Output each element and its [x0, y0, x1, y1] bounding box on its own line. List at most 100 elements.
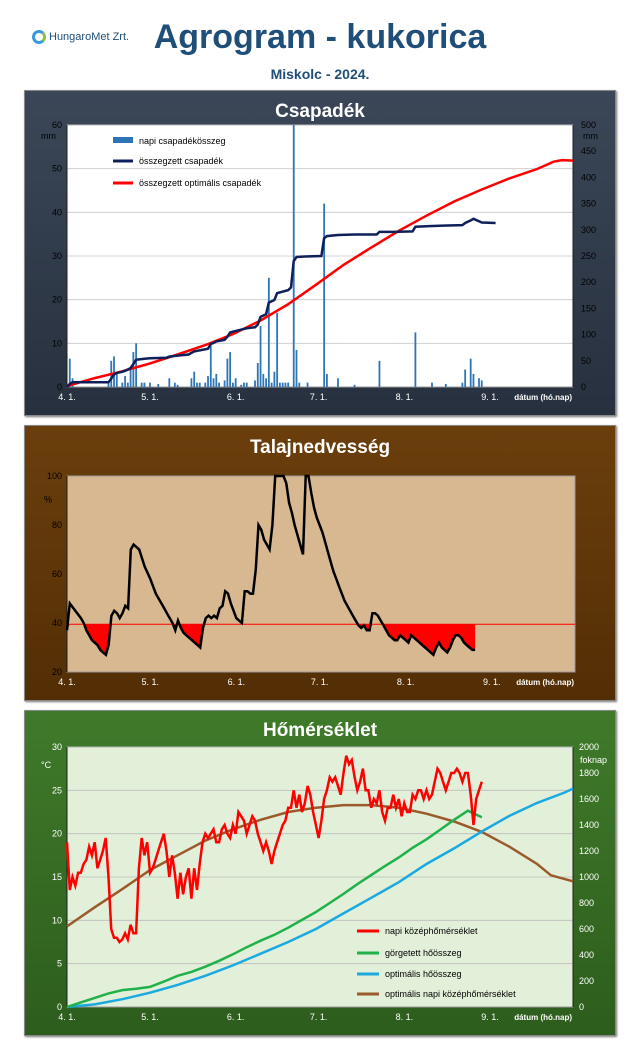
x-tick-label: 6. 1. — [227, 392, 245, 402]
y-unit-left: °C — [41, 760, 52, 770]
precip-bar — [414, 332, 417, 387]
y-tick-label-right: 150 — [581, 303, 596, 313]
precipitation-title: Csapadék — [275, 101, 365, 122]
precip-bar — [464, 369, 467, 387]
y-tick-label-left: 60 — [52, 120, 62, 130]
x-tick-label: 8. 1. — [397, 677, 415, 687]
precip-bar — [124, 376, 126, 387]
precip-bar — [262, 373, 265, 387]
y-tick-label-right: 0 — [579, 1002, 584, 1012]
x-tick-label: 6. 1. — [227, 1012, 245, 1022]
logo-text: HungaroMet Zrt. — [49, 31, 130, 43]
x-tick-label: 9. 1. — [481, 392, 499, 402]
precip-bar — [126, 382, 129, 387]
precip-bar — [212, 378, 215, 387]
precip-bar — [226, 358, 229, 387]
y-tick-label-right: 500 — [581, 120, 596, 130]
precip-bar — [469, 358, 472, 387]
precip-bar — [478, 378, 480, 387]
y-tick-label-right: 350 — [581, 199, 596, 209]
precip-bar — [223, 380, 226, 387]
x-axis-title: dátum (hó.nap) — [514, 393, 572, 402]
x-tick-label: 5. 1. — [142, 677, 160, 687]
plot-area — [66, 475, 576, 673]
y-tick-label-right: 200 — [579, 976, 594, 986]
opt-daily-temp-line — [66, 803, 574, 928]
legend-label: napi középhőmérséklet — [385, 926, 478, 936]
y-tick-label: 40 — [52, 618, 62, 628]
precip-bar — [129, 369, 132, 387]
precip-bar — [240, 384, 243, 387]
precip-bar — [444, 383, 447, 387]
y-tick-label-right: 1800 — [579, 768, 599, 778]
precip-bar — [215, 373, 218, 387]
precip-bar — [218, 382, 220, 387]
precip-bar — [232, 382, 234, 387]
hungaromet-logo-icon — [32, 30, 46, 44]
precip-bar — [337, 378, 339, 387]
x-tick-label: 4. 1. — [58, 1012, 76, 1022]
precip-bar — [480, 380, 483, 387]
precip-bar — [323, 203, 326, 387]
precip-bar — [196, 382, 198, 387]
y-tick-label: 20 — [52, 667, 62, 677]
precip-bar — [281, 382, 284, 387]
y-tick-label-left: 10 — [52, 915, 62, 925]
y-tick-label-left: 20 — [52, 829, 62, 839]
precip-bar — [157, 383, 160, 387]
y-tick-label-left: 25 — [52, 785, 62, 795]
x-axis-title: dátum (hó.nap) — [514, 1013, 572, 1022]
y-unit-right: mm — [583, 131, 598, 141]
precip-bar — [431, 382, 433, 387]
page-title: Agrogram - kukorica — [153, 18, 487, 56]
y-tick-label-right: 200 — [581, 277, 596, 287]
precipitation-panel: Csapadék 0 10 20 30 40 50 60 0 50 100 150 200 250 300… — [24, 90, 616, 416]
legend-label: összegzett optimális csapadék — [139, 178, 262, 188]
soil-moisture-panel: Talajnedvesség 20 40 60 80 100% 4. 1. 5. 1. 6. … — [24, 425, 616, 701]
precip-bar — [273, 371, 276, 387]
y-tick-label-right: 0 — [581, 382, 586, 392]
precip-bar — [140, 382, 143, 387]
x-tick-label: 7. 1. — [311, 677, 329, 687]
y-tick-label-right: 1000 — [579, 872, 599, 882]
precip-bar — [284, 382, 287, 387]
legend-label: összegzett csapadék — [139, 156, 224, 166]
y-tick-label-left: 30 — [52, 251, 62, 261]
daily-temp-line — [65, 755, 483, 944]
precip-bar — [115, 373, 118, 387]
cum-precip-line — [66, 217, 496, 388]
y-tick-label-right: 600 — [579, 924, 594, 934]
y-unit-left: mm — [41, 131, 56, 141]
soil-moisture-title: Talajnedvesség — [249, 437, 391, 458]
y-tick-label-left: 0 — [57, 1002, 62, 1012]
y-tick-label-right: 1200 — [579, 846, 599, 856]
y-tick-label-left: 5 — [57, 959, 62, 969]
x-axis-title: dátum (hó.nap) — [516, 678, 574, 687]
precip-bar — [234, 378, 237, 387]
x-tick-label: 6. 1. — [228, 677, 246, 687]
precip-bar — [270, 382, 273, 387]
precip-bar — [229, 352, 232, 387]
precip-bar — [378, 360, 381, 387]
y-tick-label-left: 20 — [52, 295, 62, 305]
precip-bar — [107, 382, 110, 387]
x-tick-label: 8. 1. — [396, 392, 414, 402]
legend-label: görgetett hőösszeg — [385, 948, 462, 958]
legend-swatch-bar — [113, 137, 133, 143]
page-subtitle: Miskolc - 2024. — [270, 66, 370, 82]
precip-bar — [173, 382, 176, 387]
precip-bar — [143, 382, 146, 387]
y-tick-label-right: 300 — [581, 225, 596, 235]
y-tick-label-right: 2000 — [579, 742, 599, 752]
moisture-line — [65, 474, 476, 658]
precipitation-chart: 0 10 20 30 40 50 60 0 50 100 150 200 250 300 350 400 450… — [41, 120, 598, 402]
y-unit-right: foknap — [580, 755, 607, 765]
precip-bar — [243, 382, 245, 387]
legend-label: napi csapadékösszeg — [139, 136, 226, 146]
precip-bar — [292, 125, 295, 387]
precip-bar — [176, 384, 179, 387]
soil-moisture-chart: 20 40 60 80 100% 4. 1. 5. 1. 6. 1. 7. 1. 8. 1. 9. … — [44, 471, 576, 687]
y-tick-label-right: 400 — [579, 950, 594, 960]
precip-bar — [168, 378, 171, 387]
precip-bar — [135, 343, 138, 387]
